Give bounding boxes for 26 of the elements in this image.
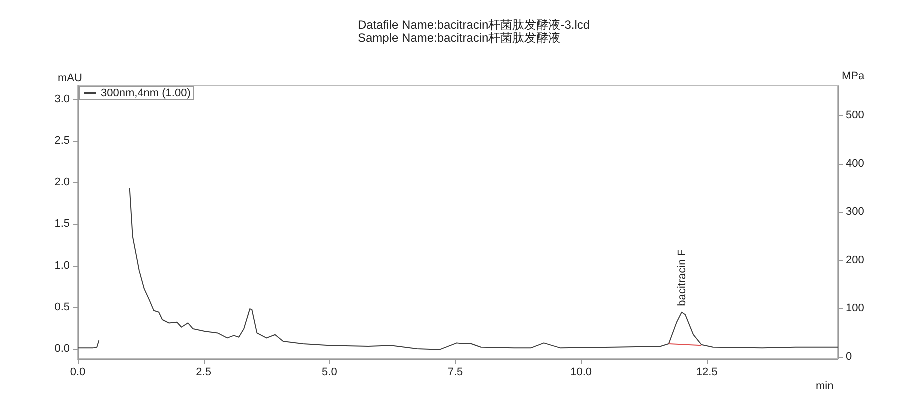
y2-tick-label: 200 (846, 254, 864, 266)
y-tick-label: 3.0 (54, 93, 70, 106)
y2-tick-label: 0 (846, 351, 852, 364)
y2-tick-label: 100 (846, 302, 864, 315)
x-tick-label: 10.0 (570, 366, 592, 378)
y2-tick-label: 400 (846, 158, 864, 170)
chart-subtitle: Sample Name:bacitracin杆菌肽发酵液 (358, 31, 561, 45)
annotation: bacitracin F (676, 249, 688, 306)
y2-tick-label: 300 (846, 206, 864, 218)
x-tick-label: 0.0 (70, 366, 86, 378)
y-tick-label: 0.5 (54, 301, 70, 314)
x-tick-label: 12.5 (696, 366, 718, 378)
x-axis-title: min (816, 380, 834, 392)
legend-label: 300nm,4nm (1.00) (101, 88, 191, 100)
y-tick-label: 1.0 (54, 260, 70, 272)
y2-axis-title: MPa (842, 70, 866, 82)
x-tick-label: 5.0 (322, 366, 338, 378)
y-tick-label: 2.5 (54, 134, 70, 147)
chart-title: Datafile Name:bacitracin杆菌肽发酵液-3.lcd (358, 18, 590, 32)
y-axis-title: mAU (58, 72, 82, 84)
y-tick-label: 2.0 (54, 176, 70, 189)
x-tick-label: 2.5 (196, 366, 212, 378)
y-tick-label: 0.0 (54, 343, 70, 356)
x-tick-label: 7.5 (448, 366, 464, 378)
y2-tick-label: 500 (846, 109, 864, 122)
y-tick-label: 1.5 (54, 218, 70, 230)
